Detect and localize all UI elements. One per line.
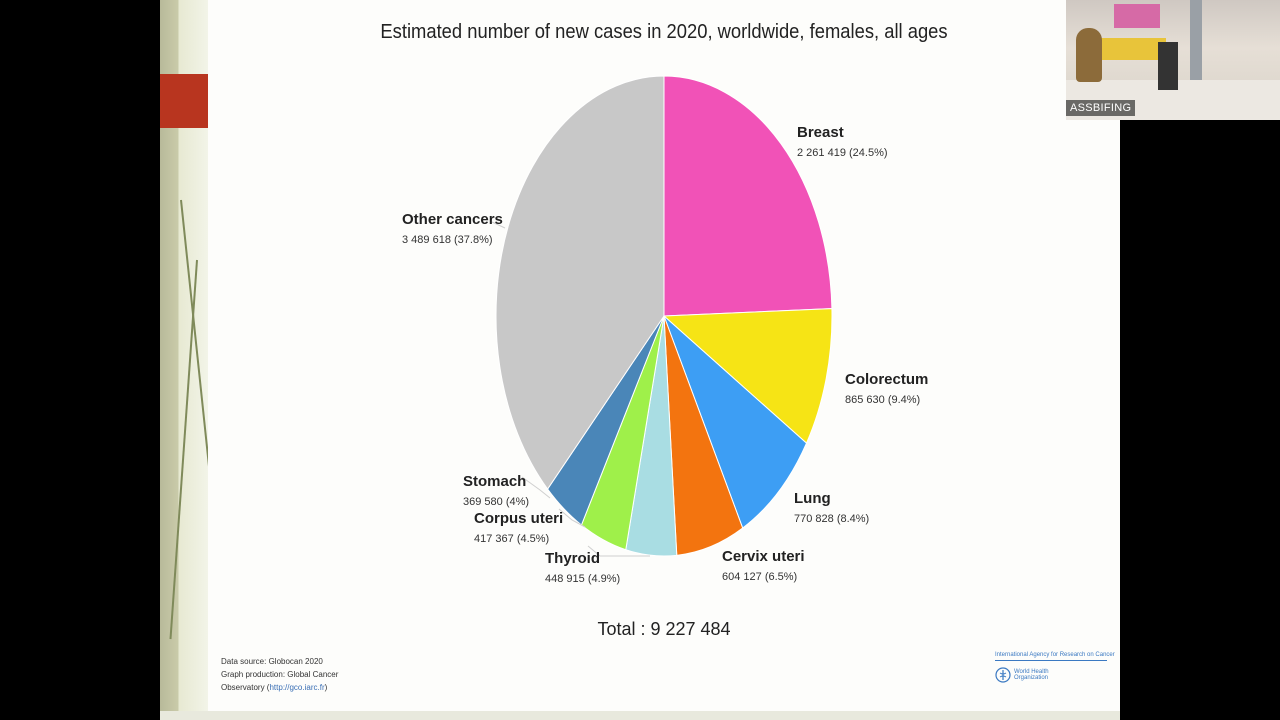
slide-accent-bar: [160, 74, 208, 128]
who-logo: World Health Organization: [995, 667, 1107, 683]
chart-title: Estimated number of new cases in 2020, w…: [380, 21, 947, 43]
slice-value-cervix-uteri: 604 127 (6.5%): [722, 571, 797, 583]
gco-link[interactable]: http://gco.iarc.fr: [269, 683, 325, 692]
who-emblem-icon: [995, 667, 1011, 683]
source-line-2: Graph production: Global Cancer: [221, 670, 339, 679]
pie-slice-other-cancers[interactable]: [495, 75, 665, 490]
data-source-note: Data source: Globocan 2020 Graph product…: [221, 655, 338, 694]
slide-bottom-edge: [160, 711, 1120, 720]
slice-label-stomach: Stomach: [463, 473, 526, 490]
organization-logos: International Agency for Research on Can…: [995, 652, 1115, 683]
slice-value-colorectum: 865 630 (9.4%): [845, 394, 920, 406]
pie-slice-lung[interactable]: [663, 315, 808, 529]
slice-value-other-cancers: 3 489 618 (37.8%): [402, 234, 493, 246]
source-line-3: Observatory (http://gco.iarc.fr): [221, 683, 328, 692]
source-line-1: Data source: Globocan 2020: [221, 657, 323, 666]
slice-label-thyroid: Thyroid: [545, 550, 600, 567]
slice-label-lung: Lung: [794, 490, 831, 507]
pie-slice-breast[interactable]: [663, 75, 833, 317]
leader-line-corpus-uteri: [558, 508, 586, 528]
leader-line-other-cancers: [491, 221, 506, 229]
slice-value-stomach: 369 580 (4%): [463, 496, 529, 508]
leader-line-stomach: [521, 476, 551, 499]
participant-name: ASSBIFING: [1066, 100, 1136, 116]
pie-slice-colorectum[interactable]: [662, 308, 833, 445]
slice-label-other-cancers: Other cancers: [402, 211, 503, 228]
total-label: Total : 9 227 484: [597, 619, 730, 639]
slice-label-colorectum: Colorectum: [845, 371, 928, 388]
slice-label-breast: Breast: [797, 124, 844, 141]
who-name-line-2: Organization: [1014, 675, 1049, 681]
slice-value-lung: 770 828 (8.4%): [794, 513, 869, 525]
iarc-logo-text: International Agency for Research on Can…: [995, 652, 1115, 661]
slice-label-corpus-uteri: Corpus uteri: [474, 510, 563, 527]
slice-value-breast: 2 261 419 (24.5%): [797, 147, 888, 159]
slice-value-corpus-uteri: 417 367 (4.5%): [474, 533, 549, 545]
slice-value-thyroid: 448 915 (4.9%): [545, 573, 620, 585]
right-letterbox: [1120, 120, 1280, 720]
slice-label-cervix-uteri: Cervix uteri: [722, 548, 805, 565]
who-name-line-1: World Health: [1014, 669, 1049, 675]
leader-line-thyroid: [587, 545, 650, 557]
